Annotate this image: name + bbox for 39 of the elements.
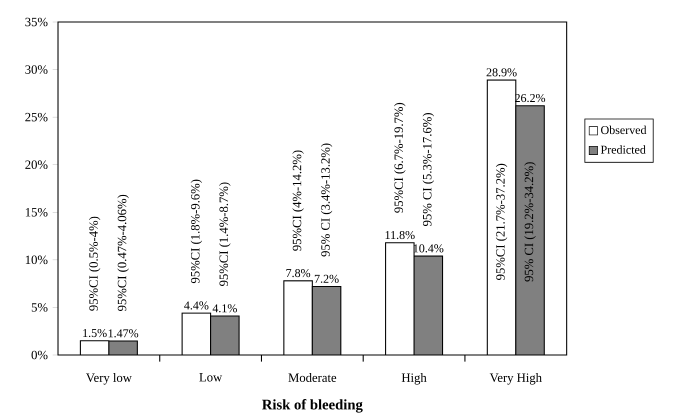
bar	[108, 341, 138, 355]
text: Observed	[601, 126, 646, 134]
bar	[414, 256, 444, 355]
x-tick-label: Low	[199, 373, 222, 382]
data-label: 11.8%	[386, 230, 415, 240]
x-tick-label: Very low	[86, 373, 132, 385]
annotation: 95% CI (3.4%-13.2%)	[320, 143, 332, 256]
data-label: 28.9%	[486, 68, 517, 76]
bar	[210, 315, 240, 355]
y-tick-label: 10%	[26, 256, 48, 264]
y-tick-label: 30%	[25, 65, 48, 74]
bar	[515, 105, 545, 355]
x-tick-label: High	[402, 373, 427, 385]
annotation: 95% CI (19.2%-34.2%)	[524, 162, 536, 282]
data-label: 1.47%	[108, 329, 138, 338]
annotation: 95%CI (4%-14.2%)	[292, 150, 304, 251]
data-label: 4.1%	[212, 304, 237, 312]
y-tick-label: 15%	[26, 208, 48, 217]
y-tick-label: 35%	[25, 18, 48, 26]
annotation: 95%CI (1.4%-8.7%)	[219, 182, 231, 286]
y-tick-label: 25%	[25, 112, 48, 122]
annotation: 95%CI (21.7%-37.2%)	[496, 164, 508, 280]
data-label: 7.8%	[286, 269, 310, 278]
y-tick-label: 0%	[32, 350, 48, 360]
annotation: 95% CI (5.3%-17.6%)	[422, 113, 434, 226]
annotation: 95%CI (0.47%-4.06%)	[117, 194, 129, 311]
y-tick-label: 5%	[32, 303, 48, 312]
data-label: 4.4%	[184, 301, 208, 310]
annotation: 95%CI (1.8%-9.6%)	[190, 180, 202, 284]
bar	[312, 286, 342, 355]
y-tick-label: 20%	[25, 160, 48, 170]
x-tick-label: Moderate	[288, 373, 336, 382]
x-axis-title: Risk of bleeding	[262, 399, 363, 413]
data-label: 7.2%	[314, 274, 339, 283]
annotation: 95%CI (0.5%-4%)	[88, 216, 100, 311]
annotation: 95%CI (6.7%-19.7%)	[394, 102, 406, 213]
x-tick-label: Very High	[490, 373, 542, 385]
data-label: 1.5%	[83, 328, 107, 338]
legend-label: Predicted	[600, 145, 646, 154]
